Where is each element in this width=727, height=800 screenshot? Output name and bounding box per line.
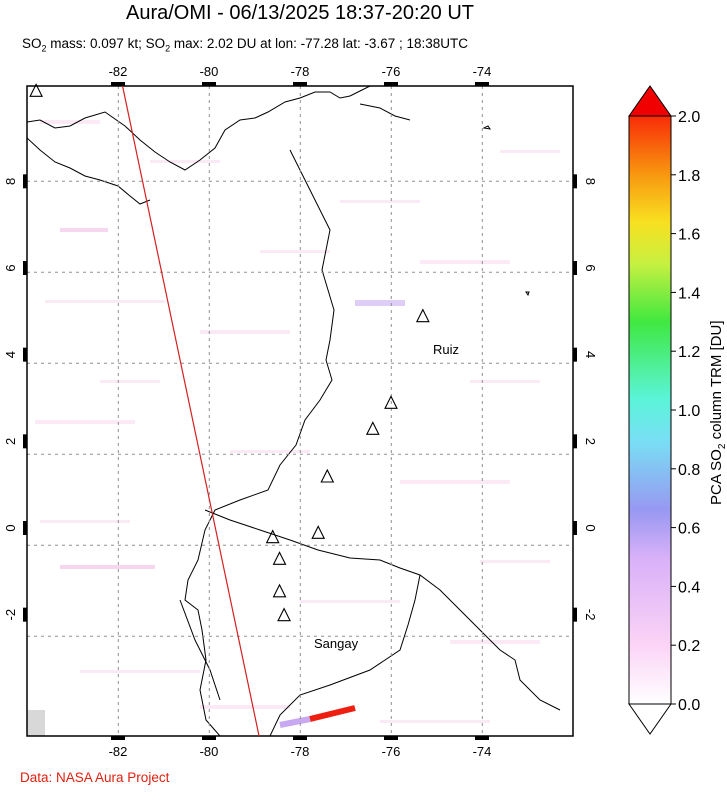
- volcano-triangle: [272, 583, 287, 598]
- lon-tick-label: -80: [200, 744, 219, 759]
- lat-tick-label: 0: [3, 524, 18, 531]
- data-credit: Data: NASA Aura Project: [20, 770, 170, 785]
- lat-tick-label: 4: [3, 351, 18, 358]
- colorbar: 2.0 1.8 1.6 1.4 1.2 1.0 0.8 0.6 0.4 0.2 0.0 PCA SO…: [628, 85, 727, 735]
- colorbar-tick-label: 1.0: [678, 403, 700, 420]
- lat-tick-label: 2: [3, 438, 18, 445]
- map-title: Aura/OMI - 06/13/2025 18:37-20:20 UT: [126, 2, 474, 24]
- graticule: [27, 86, 573, 736]
- volcano-label-ruiz: Ruiz: [433, 342, 459, 357]
- lat-tick-label: 8: [583, 178, 598, 185]
- coastlines: [27, 86, 561, 736]
- colorbar-gradient: [628, 115, 672, 705]
- volcano-label-sangay: Sangay: [314, 636, 359, 651]
- lon-tick-label: -78: [291, 64, 310, 79]
- map-subtitle: SO2 mass: 0.097 kt; SO2 max: 2.02 DU at …: [22, 36, 468, 54]
- colorbar-tick-label: 1.4: [678, 285, 700, 302]
- lon-tick-label: -82: [109, 64, 128, 79]
- lon-tick-label: -74: [473, 64, 492, 79]
- colorbar-label: PCA SO2 column TRM [DU]: [708, 321, 727, 506]
- lon-tick-label: -80: [200, 64, 219, 79]
- colorbar-tick-label: 2.0: [678, 109, 700, 126]
- colorbar-tick-label: 1.6: [678, 227, 700, 244]
- volcano-triangle: [277, 607, 291, 622]
- so2-max-spot: [309, 705, 356, 722]
- lat-tick-label: 0: [583, 524, 598, 531]
- volcano-triangle: [265, 529, 280, 544]
- lat-tick-label: 6: [3, 264, 18, 271]
- lat-tick-label: -2: [3, 609, 18, 621]
- volcano-triangle: [365, 421, 380, 435]
- lat-tick-labels-right: 8 6 4 2 0 -2: [573, 174, 598, 622]
- colorbar-tick-label: 0.2: [678, 638, 700, 655]
- volcano-triangle: [29, 83, 43, 97]
- colorbar-tick-label: 0.4: [678, 579, 700, 596]
- lon-tick-labels-top: -82 -80 -78 -76 -74: [109, 64, 492, 86]
- lon-tick-label: -82: [109, 744, 128, 759]
- colorbar-tick-label: 1.2: [678, 344, 700, 361]
- volcano-triangle: [311, 525, 326, 539]
- lon-tick-label: -78: [291, 744, 310, 759]
- colorbar-tick-label: 0.8: [678, 462, 700, 479]
- lon-tick-label: -76: [382, 64, 401, 79]
- volcano-triangle: [320, 468, 335, 483]
- colorbar-tick-label: 0.6: [678, 521, 700, 538]
- lon-tick-label: -74: [473, 744, 492, 759]
- lat-tick-label: 8: [3, 178, 18, 185]
- colorbar-min-arrow: [628, 703, 672, 735]
- orbit-swath-edge: [121, 85, 260, 737]
- colorbar-max-arrow: [628, 85, 672, 117]
- colorbar-tick-label: 0.0: [678, 697, 700, 714]
- lat-tick-label: 4: [583, 351, 598, 358]
- lon-tick-labels-bottom: -82 -80 -78 -76 -74: [109, 736, 492, 759]
- volcano-triangle: [415, 308, 430, 323]
- lat-tick-label: -2: [583, 609, 598, 621]
- volcano-triangle: [384, 395, 398, 409]
- lat-tick-label: 6: [583, 264, 598, 271]
- lon-tick-label: -76: [382, 744, 401, 759]
- lat-tick-label: 2: [583, 438, 598, 445]
- colorbar-tick-label: 1.8: [678, 168, 700, 185]
- volcano-markers: [29, 83, 430, 622]
- lat-tick-labels-left: 8 6 4 2 0 -2: [3, 174, 27, 622]
- volcano-triangle: [272, 551, 287, 565]
